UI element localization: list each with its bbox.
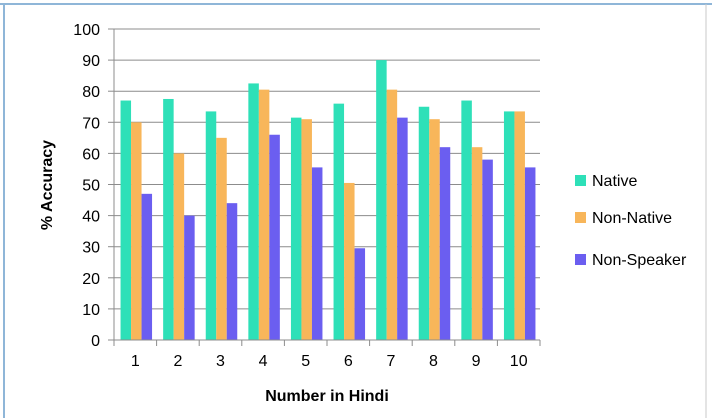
bar-non-native-6	[344, 182, 355, 340]
bar-non-native-9	[471, 147, 483, 340]
x-tick-label: 1	[131, 353, 140, 370]
legend-item-non-speaker: Non-Speaker	[575, 252, 687, 269]
bar-non-speaker-8	[439, 147, 451, 340]
y-tick-label: 70	[82, 115, 100, 132]
x-tick-label: 2	[173, 353, 182, 370]
bar-non-speaker-7	[397, 117, 408, 340]
bar-native-2	[163, 98, 174, 340]
bar-non-speaker-3	[226, 203, 238, 340]
bar-native-3	[205, 111, 217, 340]
y-tick-label: 100	[73, 22, 100, 39]
bar-native-5	[290, 117, 302, 340]
bar-non-speaker-2	[184, 215, 195, 340]
bar-non-speaker-1	[141, 193, 153, 340]
x-tick-label: 8	[429, 353, 438, 370]
x-tick-label: 3	[216, 353, 225, 370]
y-tick-label: 60	[82, 146, 100, 163]
bar-native-6	[333, 103, 345, 340]
x-axis-title: Number in Hindi	[265, 388, 389, 405]
x-tick-label: 9	[472, 353, 481, 370]
bar-non-native-1	[131, 122, 142, 340]
legend-swatch	[575, 212, 586, 223]
bars	[120, 60, 536, 341]
bar-native-4	[248, 83, 259, 341]
legend-label: Non-Speaker	[592, 252, 687, 269]
bar-non-native-8	[429, 119, 440, 340]
x-tick-label: 5	[301, 353, 310, 370]
y-tick-label: 30	[82, 240, 100, 257]
legend-item-native: Native	[575, 173, 637, 190]
x-tick-label: 7	[386, 353, 395, 370]
y-tick-label: 80	[82, 84, 100, 101]
bar-native-1	[120, 100, 132, 340]
bar-non-native-2	[173, 153, 185, 340]
bar-native-9	[461, 100, 472, 340]
legend-item-non-native: Non-Native	[575, 210, 672, 227]
legend-swatch	[575, 254, 586, 265]
bar-native-7	[376, 60, 387, 340]
bar-non-native-5	[301, 119, 312, 340]
bar-non-speaker-5	[311, 167, 323, 340]
x-tick-label: 10	[510, 353, 528, 370]
bar-non-native-10	[514, 111, 525, 340]
legend-swatch	[575, 175, 586, 186]
y-tick-labels: 0 10 20 30 40 50 60 70 80 90 100	[73, 22, 100, 350]
y-tick-label: 90	[82, 53, 100, 70]
y-tick-label: 20	[82, 271, 100, 288]
y-tick-label: 0	[91, 333, 100, 350]
x-tick-labels: 1 2 3 4 5 6 7 8 9 10	[131, 353, 528, 370]
bar-native-8	[418, 106, 430, 340]
legend-label: Non-Native	[592, 210, 672, 227]
bar-non-native-3	[216, 137, 227, 340]
y-axis-title: % Accuracy	[39, 140, 56, 230]
bar-non-speaker-10	[524, 167, 536, 340]
bar-native-10	[503, 111, 515, 340]
legend: Native Non-Native Non-Speaker	[575, 173, 687, 269]
axes	[108, 28, 541, 346]
bar-non-speaker-6	[354, 248, 366, 340]
bar-non-native-7	[386, 89, 398, 341]
bar-non-speaker-9	[482, 159, 493, 340]
legend-label: Native	[592, 173, 637, 190]
window-border	[0, 3, 712, 418]
bar-non-native-4	[258, 89, 270, 341]
x-tick-label: 6	[344, 353, 353, 370]
y-tick-label: 10	[82, 302, 100, 319]
y-tick-label: 50	[82, 178, 100, 195]
y-tick-label: 40	[82, 209, 100, 226]
x-tick-label: 4	[259, 353, 268, 370]
bar-non-speaker-4	[269, 134, 280, 340]
